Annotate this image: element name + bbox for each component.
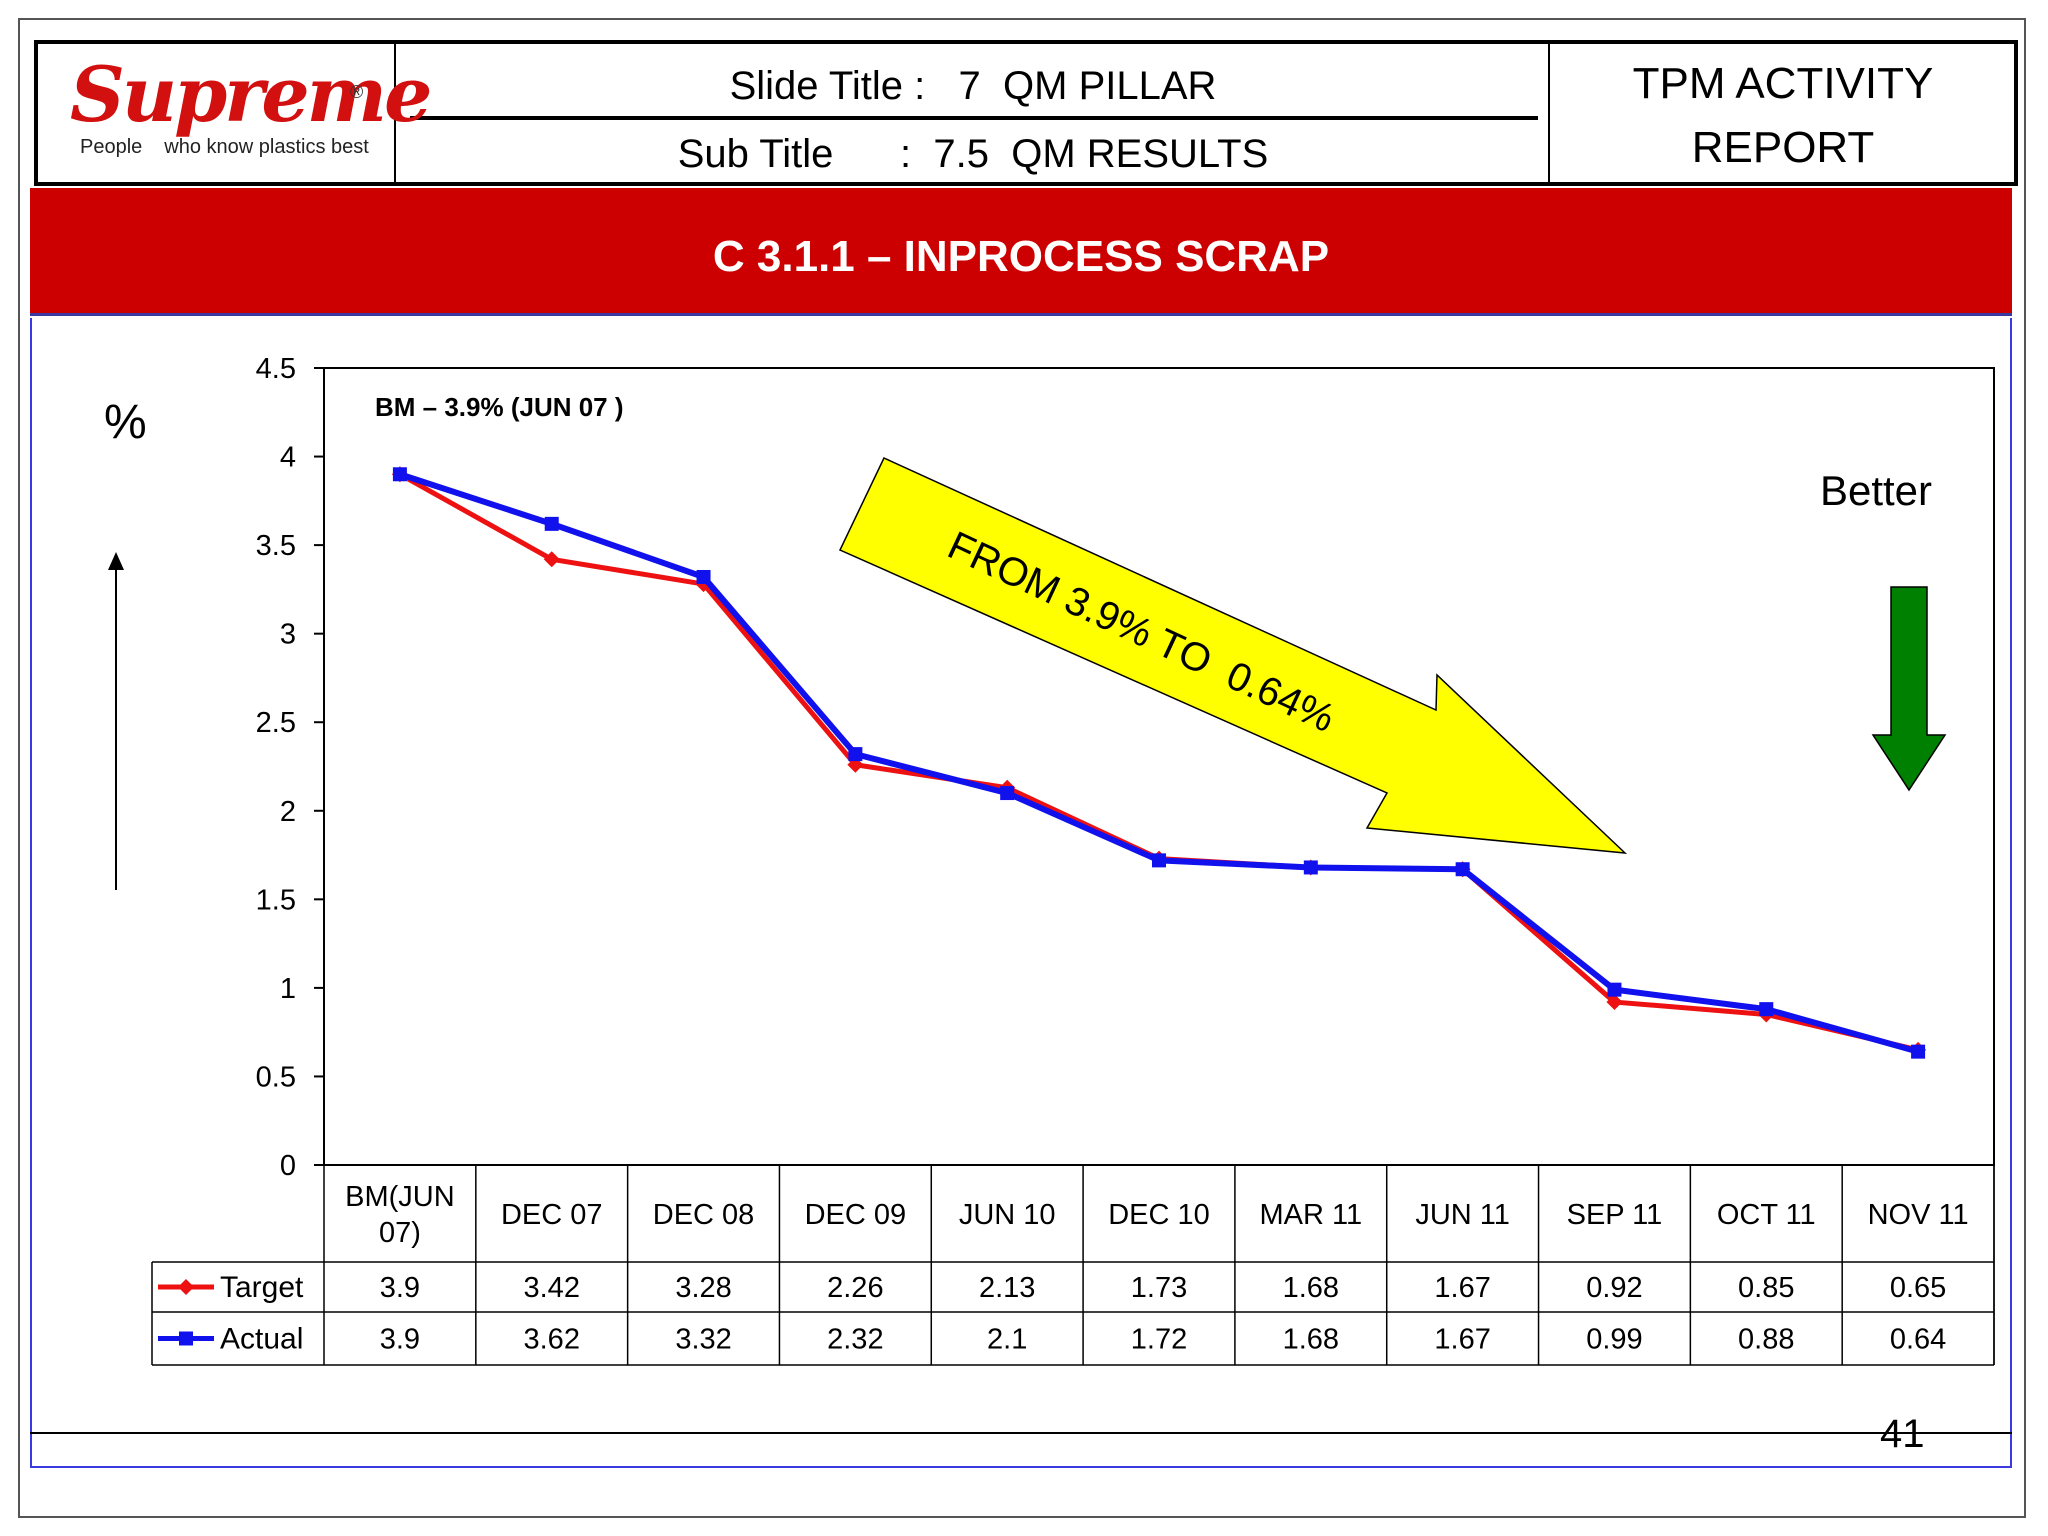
- table-value-actual: 2.1: [987, 1324, 1027, 1356]
- category-label: DEC 09: [805, 1199, 907, 1231]
- category-label: JUN 10: [959, 1199, 1056, 1231]
- table-value-actual: 0.99: [1586, 1324, 1642, 1356]
- category-label: 07): [379, 1217, 421, 1249]
- y-tick-label: 2: [280, 796, 296, 828]
- actual-point: [1000, 786, 1015, 801]
- content-frame: [30, 318, 2012, 1468]
- y-tick-label: 4.5: [256, 353, 296, 385]
- y-tick-label: 1: [280, 973, 296, 1005]
- actual-point: [392, 467, 407, 482]
- table-value-actual: 3.9: [380, 1324, 420, 1356]
- footer-rule: [30, 1432, 2012, 1434]
- y-tick-label: 0.5: [256, 1061, 296, 1093]
- category-label: JUN 11: [1415, 1199, 1510, 1231]
- logo-tagline-right: who know plastics best: [164, 136, 369, 158]
- category-label: NOV 11: [1868, 1199, 1969, 1231]
- table-value-target: 3.42: [524, 1272, 580, 1304]
- y-axis-percent-label: %: [104, 396, 147, 449]
- report-title: TPM ACTIVITY REPORT: [1552, 52, 2014, 180]
- actual-point: [1911, 1044, 1926, 1059]
- actual-point: [696, 569, 711, 584]
- report-title-line2: REPORT: [1691, 123, 1875, 172]
- y-tick-label: 1.5: [256, 884, 296, 916]
- category-label: SEP 11: [1567, 1199, 1663, 1231]
- category-label: DEC 08: [653, 1199, 755, 1231]
- actual-point: [544, 516, 559, 531]
- plot-area: [323, 367, 1995, 1166]
- category-label: DEC 10: [1108, 1199, 1210, 1231]
- header-divider-right: [1548, 40, 1550, 186]
- y-tick-label: 3: [280, 619, 296, 651]
- category-label: DEC 07: [501, 1199, 603, 1231]
- table-value-actual: 2.32: [827, 1324, 883, 1356]
- actual-point: [1303, 860, 1318, 875]
- header-box: [34, 40, 2018, 186]
- y-up-arrow-head: [108, 552, 124, 570]
- actual-point: [1759, 1002, 1774, 1017]
- table-value-actual: 1.72: [1131, 1324, 1187, 1356]
- table-value-actual: 1.68: [1283, 1324, 1339, 1356]
- actual-point: [1152, 853, 1166, 868]
- table-value-actual: 3.32: [675, 1324, 731, 1356]
- category-label: BM(JUN: [345, 1181, 455, 1213]
- page-number: 41: [1880, 1412, 1925, 1456]
- legend-label-actual: Actual: [220, 1323, 303, 1356]
- table-value-target: 2.13: [979, 1272, 1035, 1304]
- logo-registered-mark: ®: [350, 82, 364, 102]
- title-banner: [30, 188, 2012, 316]
- bm-note: BM – 3.9% (JUN 07 ): [375, 392, 624, 422]
- table-value-actual: 0.64: [1890, 1324, 1946, 1356]
- target-point: [1606, 994, 1623, 1011]
- table-value-target: 0.65: [1890, 1272, 1946, 1304]
- slide-border: [18, 18, 2026, 1518]
- table-value-target: 2.26: [827, 1272, 883, 1304]
- y-tick-label: 2.5: [256, 707, 296, 739]
- y-tick-label: 4: [280, 442, 296, 474]
- sub-title: Sub Title : 7.5 QM RESULTS: [677, 132, 1269, 176]
- legend-marker-actual: [179, 1331, 193, 1346]
- table-value-target: 3.28: [675, 1272, 731, 1304]
- table-value-actual: 1.67: [1434, 1324, 1490, 1356]
- header-divider-left: [394, 40, 396, 186]
- header-title-rule: [410, 116, 1538, 120]
- better-down-arrow: [1871, 586, 1947, 792]
- category-label: OCT 11: [1717, 1199, 1816, 1231]
- table-value-target: 1.67: [1434, 1272, 1490, 1304]
- table-value-target: 0.85: [1738, 1272, 1794, 1304]
- table-value-target: 3.9: [380, 1272, 420, 1304]
- legend-marker-target: [178, 1279, 194, 1295]
- banner-title: C 3.1.1 – INPROCESS SCRAP: [712, 232, 1330, 281]
- logo-wordmark: Supreme: [70, 50, 432, 139]
- y-tick-label: 3.5: [256, 530, 296, 562]
- logo-tagline: People who know plastics best: [80, 136, 391, 159]
- actual-point: [1455, 862, 1470, 877]
- table-value-target: 0.92: [1586, 1272, 1642, 1304]
- table-value-actual: 0.88: [1738, 1324, 1794, 1356]
- table-value-target: 1.73: [1131, 1272, 1187, 1304]
- y-tick-label: 0: [280, 1150, 296, 1182]
- slide-title: Slide Title : 7 QM PILLAR: [729, 64, 1217, 108]
- better-label: Better: [1820, 467, 1932, 514]
- table-value-target: 1.68: [1283, 1272, 1339, 1304]
- category-label: MAR 11: [1260, 1199, 1363, 1231]
- yellow-trend-arrow: [838, 457, 1628, 854]
- table-value-actual: 3.62: [524, 1324, 580, 1356]
- report-title-line1: TPM ACTIVITY: [1632, 59, 1934, 108]
- legend-label-target: Target: [220, 1271, 304, 1304]
- logo-tagline-left: People: [80, 136, 143, 158]
- target-point: [543, 551, 560, 568]
- actual-point: [1607, 982, 1622, 997]
- actual-point: [848, 747, 863, 762]
